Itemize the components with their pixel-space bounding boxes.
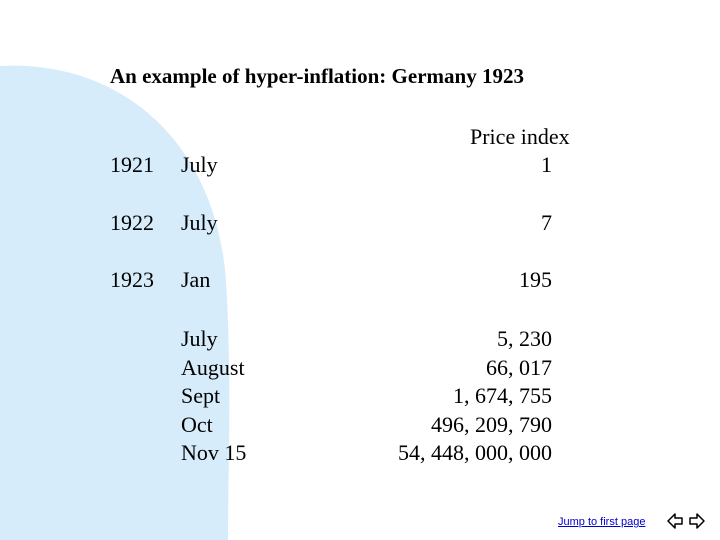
row-month-1922: July: [181, 210, 218, 235]
row-value-1921: 1: [541, 152, 552, 177]
value-item: 5, 230: [497, 326, 552, 351]
row-month-1921: July: [181, 152, 218, 177]
row-value-1923: 195: [519, 267, 552, 292]
months-1923-list: July August Sept Oct Nov 15: [181, 325, 246, 468]
row-year-1922: 1922: [110, 210, 154, 235]
month-item: July: [181, 326, 218, 351]
month-item: Nov 15: [181, 440, 247, 465]
month-item: August: [181, 354, 245, 380]
value-item: 496, 209, 790: [431, 411, 552, 437]
value-item: 54, 448, 000, 000: [398, 440, 552, 465]
page-title: An example of hyper-inflation: Germany 1…: [110, 64, 524, 88]
price-index-header: Price index: [470, 124, 570, 149]
row-month-1923: Jan: [181, 267, 211, 292]
back-arrow-icon[interactable]: [666, 511, 684, 531]
month-item: Oct: [181, 411, 213, 437]
row-value-1922: 7: [541, 210, 552, 235]
value-item: 66, 017: [486, 354, 552, 380]
jump-to-first-page-link[interactable]: Jump to first page: [558, 516, 646, 528]
values-1923-list: 5, 230 66, 017 1, 674, 755 496, 209, 790…: [398, 325, 552, 468]
forward-arrow-icon[interactable]: [688, 511, 706, 531]
month-item: Sept: [181, 383, 221, 408]
row-year-1921: 1921: [110, 152, 154, 177]
value-item: 1, 674, 755: [453, 383, 552, 408]
row-year-1923: 1923: [110, 267, 154, 292]
